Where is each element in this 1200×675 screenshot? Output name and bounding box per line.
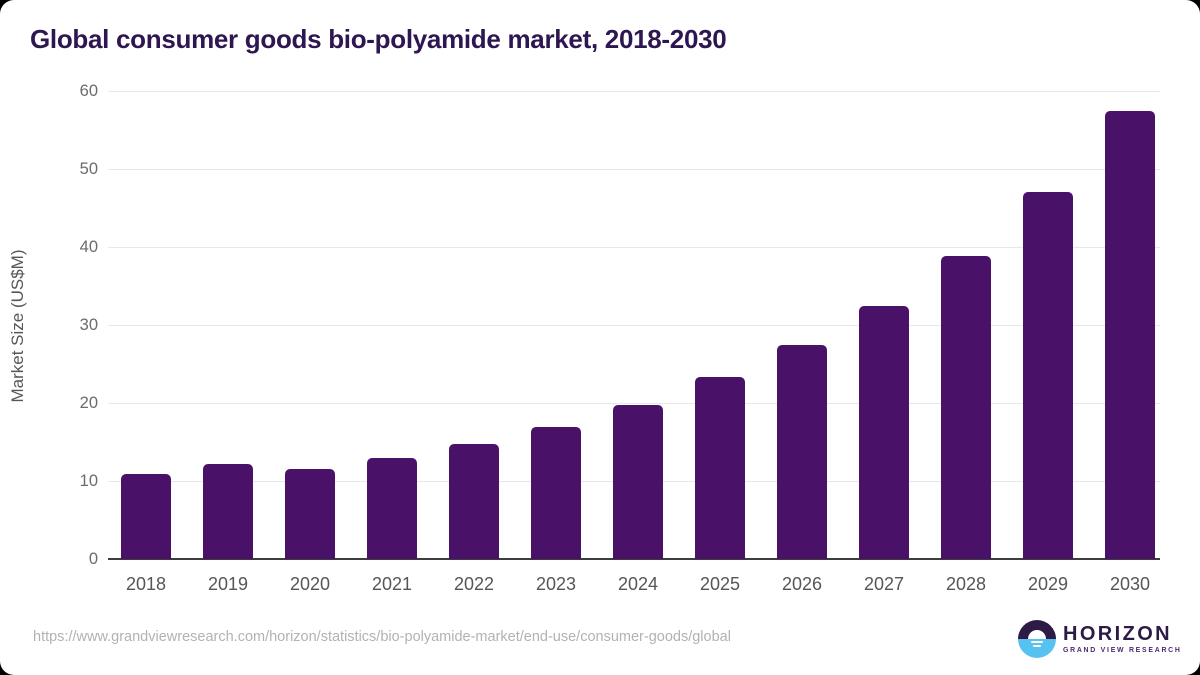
x-tick-label-2028: 2028 [945,574,987,594]
bar-2023 [531,427,581,559]
gridline-60 [108,91,1160,92]
bar-2027 [859,305,909,559]
sun-reflection-line [1031,641,1043,643]
bar-2028 [941,255,991,559]
gridline-40 [108,247,1160,248]
sun-icon [1028,630,1046,639]
x-tick-label-2026: 2026 [781,574,823,594]
horizon-logo: HORIZON GRAND VIEW RESEARCH [1018,620,1182,658]
x-tick-label-2022: 2022 [453,574,495,594]
bar-2018 [121,473,171,559]
bar-2021 [367,457,417,559]
source-url: https://www.grandviewresearch.com/horizo… [33,629,731,645]
bar-2019 [203,463,253,559]
y-tick-label-50: 50 [79,160,98,178]
x-tick-label-2018: 2018 [125,574,167,594]
bar-2026 [777,345,827,559]
bar-2024 [613,404,663,559]
logo-brand-name: HORIZON [1063,623,1173,645]
gridline-50 [108,169,1160,170]
bar-2022 [449,443,499,559]
bar-2029 [1023,191,1073,559]
logo-text: HORIZON GRAND VIEW RESEARCH [1063,624,1182,654]
y-tick-label-0: 0 [88,550,98,568]
x-tick-label-2024: 2024 [617,574,659,594]
y-tick-label-20: 20 [79,394,98,412]
x-tick-label-2019: 2019 [207,574,249,594]
x-tick-label-2030: 2030 [1109,574,1151,594]
x-tick-label-2025: 2025 [699,574,741,594]
gridline-20 [108,403,1160,404]
gridline-30 [108,325,1160,326]
x-tick-label-2027: 2027 [863,574,905,594]
x-tick-label-2021: 2021 [371,574,413,594]
horizon-logo-icon [1018,620,1056,658]
y-tick-label-60: 60 [79,82,98,100]
bar-2020 [285,469,335,559]
y-tick-label-10: 10 [79,472,98,490]
x-axis-line [108,558,1160,560]
y-tick-label-40: 40 [79,238,98,256]
bar-2030 [1105,111,1155,559]
y-tick-label-30: 30 [79,316,98,334]
sun-reflection-line [1033,645,1041,647]
y-axis-title: Market Size (US$M) [8,249,27,403]
x-tick-label-2029: 2029 [1027,574,1069,594]
x-tick-label-2023: 2023 [535,574,577,594]
bar-2025 [695,377,745,559]
logo-sub-brand: GRAND VIEW RESEARCH [1063,647,1182,654]
x-tick-label-2020: 2020 [289,574,331,594]
chart-title: Global consumer goods bio-polyamide mark… [30,24,727,54]
